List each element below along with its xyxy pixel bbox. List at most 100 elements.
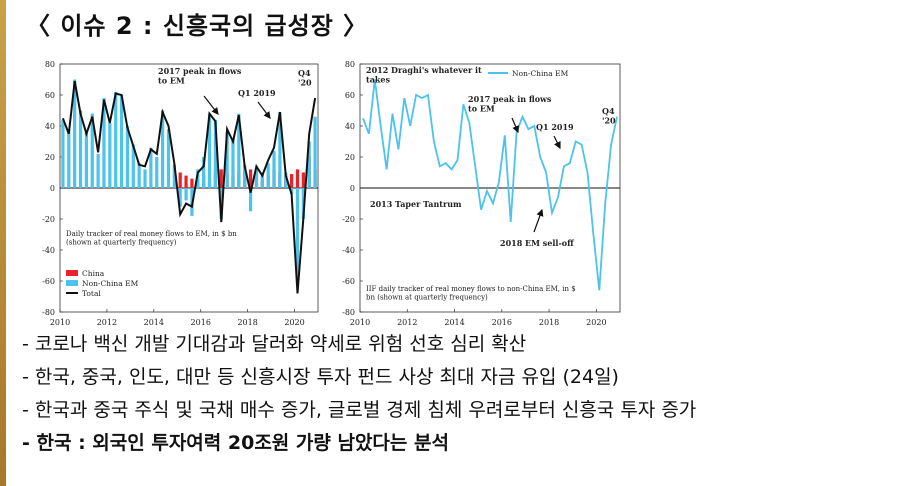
annotation-label: Q4 [602,106,615,116]
y-tick-label: 20 [345,153,355,162]
bar-non-china-em [295,188,300,281]
x-tick-label: 2010 [50,318,70,327]
bar-non-china-em [119,95,124,188]
legend-label: Total [82,289,101,298]
bar-non-china-em [61,119,65,188]
annotation-label: 2017 peak in flows [158,66,242,76]
bar-non-china-em [84,132,88,188]
bar-china [290,174,294,188]
bar-non-china-em [219,188,223,219]
annotation-label: 2012 Draghi's whatever it [366,65,482,75]
y-tick-label: -60 [342,277,355,286]
annotation-label: 2013 Taper Tantrum [370,199,462,209]
bar-non-china-em [225,132,229,188]
bullet-item: - 한국, 중국, 인도, 대만 등 신흥시장 투자 펀드 사상 최대 자금 유… [22,366,619,388]
bar-non-china-em [196,169,200,188]
x-tick-label: 2018 [539,318,559,327]
chart-left: 80 60 40 20 0 -20 -40 -60 -80 2010 2012 2014 2016 201… [26,56,326,332]
bar-non-china-em [313,116,317,188]
bar-non-china-em [260,172,264,188]
y-tick-label: 60 [45,91,55,100]
y-tick-label: 40 [45,122,55,131]
annotation-arrow [203,95,219,115]
bar-non-china-em [207,113,212,188]
bar-non-china-em [161,110,165,188]
x-tick-label: 2020 [586,318,606,327]
bullet-item: - 한국과 중국 주식 및 국채 매수 증가, 글로벌 경제 침체 우려로부터 … [22,399,697,421]
bullet-list: - 코로나 백신 개발 기대감과 달러화 약세로 위험 선호 심리 확산 - 한… [22,328,912,460]
bar-non-china-em [90,113,94,188]
bar-non-china-em [254,169,259,188]
accent-bar [0,0,6,486]
bar-non-china-em [231,138,235,188]
chart-note: bn (shown at quarterly frequency) [366,294,488,302]
y-tick-label: 60 [345,91,355,100]
legend-label: China [82,269,105,278]
annotation-arrow [257,101,271,119]
bar-non-china-em [266,163,270,188]
x-tick-label: 2012 [397,318,417,327]
annotation-arrow [511,117,519,134]
bar-non-china-em [78,110,83,188]
bar-non-china-em [125,126,130,188]
bar-non-china-em [248,188,253,212]
legend-label: Non-China EM [82,279,139,288]
bar-china [219,169,223,188]
bar-non-china-em [137,163,141,188]
bar-china [178,172,182,188]
y-tick-label: -60 [42,277,55,286]
y-tick-label: 0 [350,184,355,193]
legend-swatch [66,280,78,286]
bar-non-china-em [96,153,100,188]
x-tick-label: 2010 [350,318,370,327]
y-tick-label: -20 [342,215,355,224]
x-tick-label: 2014 [144,318,164,327]
annotation-arrow [553,135,561,150]
x-tick-label: 2012 [97,318,117,327]
bar-non-china-em [114,91,118,188]
bar-china [184,175,188,188]
annotation-label: 2018 EM sell-off [500,238,574,248]
bar-non-china-em [202,157,206,188]
bar-non-china-em [213,119,217,188]
bar-non-china-em [73,79,77,188]
chart-right: 80 60 40 20 0 -20 -40 -60 -80 2010 2012 2014 2016 201… [328,56,630,332]
bar-non-china-em [307,141,311,188]
annotation-arrow [533,208,544,233]
total-line [61,80,317,294]
annotation-label: to EM [468,104,495,114]
chart-note: (shown at quarterly frequency) [66,239,177,247]
bar-non-china-em [102,98,106,188]
bullet-item: - 한국 : 외국인 투자여력 20조원 가량 남았다는 분석 [22,432,449,454]
x-tick-label: 2014 [444,318,464,327]
annotation-label: Q4 [298,68,311,78]
chart-note: IIF daily tracker of real money flows to… [366,285,576,293]
y-tick-label: -40 [342,246,355,255]
bar-non-china-em [67,129,71,188]
bar-non-china-em [301,188,305,219]
annotation-label: Q1 2019 [238,88,276,98]
y-tick-label: 80 [345,60,355,69]
bar-china [301,172,305,188]
bar-china [190,178,194,188]
bar-non-china-em [272,150,276,188]
y-tick-label: 0 [50,184,55,193]
bar-china [295,169,300,188]
x-tick-label: 2018 [237,318,257,327]
bar-china [248,169,253,188]
bar-non-china-em [131,144,135,188]
legend-label: Non-China EM [512,69,569,78]
chart-note: Daily tracker of real money flows to EM,… [66,230,237,238]
annotation-label: takes [366,75,391,85]
annotation-label: Q1 2019 [536,122,574,132]
y-tick-label: 40 [345,122,355,131]
bar-non-china-em [172,164,176,188]
annotation-label: 2017 peak in flows [468,94,552,104]
y-tick-label: 20 [45,153,55,162]
bar-non-china-em [108,122,112,188]
y-tick-label: -80 [342,308,355,317]
bar-non-china-em [149,147,153,188]
bar-non-china-em [178,188,182,207]
annotation-label: '20 [602,116,616,126]
